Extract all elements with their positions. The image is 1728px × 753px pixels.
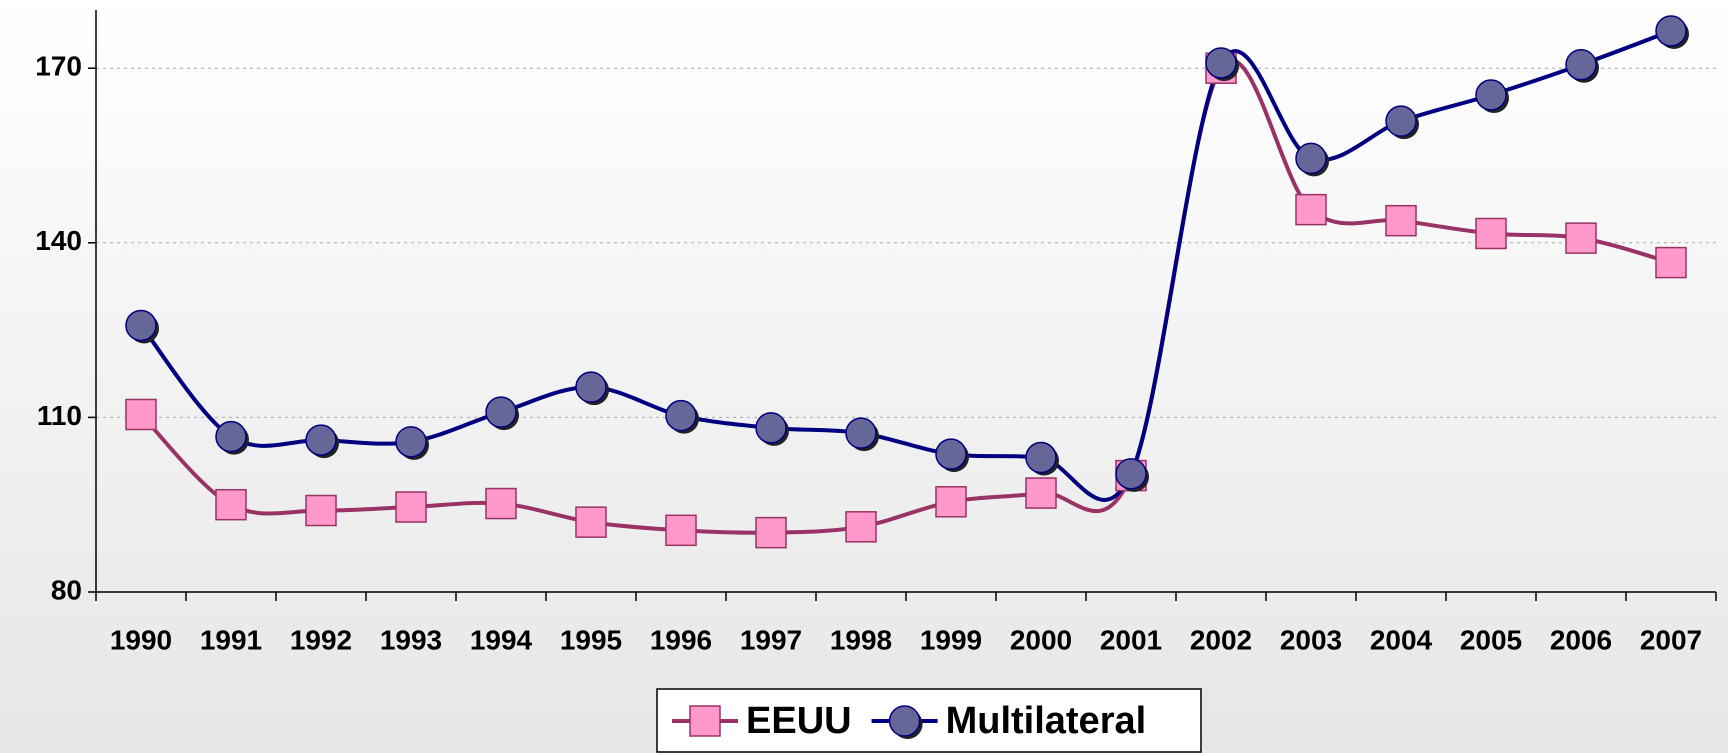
x-tick-label: 2000 [1010, 624, 1072, 655]
y-tick-label: 80 [51, 574, 82, 605]
data-point [665, 399, 697, 432]
data-point [305, 494, 337, 527]
series-line [139, 58, 1672, 535]
data-point [485, 396, 517, 428]
x-tick-label: 1998 [830, 624, 892, 655]
data-point [215, 488, 247, 521]
data-point [575, 506, 607, 538]
x-tick-label: 1997 [740, 624, 802, 655]
x-tick-label: 1994 [470, 624, 533, 655]
data-point [1565, 48, 1597, 81]
legend-label: Multilateral [946, 700, 1147, 742]
x-tick-label: 2004 [1370, 624, 1433, 655]
data-point [665, 514, 697, 547]
data-point [1295, 142, 1327, 175]
legend-marker [888, 705, 921, 737]
x-tick-label: 2006 [1550, 624, 1612, 655]
data-point [125, 309, 157, 342]
data-point [1385, 105, 1417, 137]
y-tick-label: 170 [35, 51, 82, 82]
data-point [1025, 477, 1057, 509]
data-point [845, 417, 877, 449]
data-point [395, 491, 427, 523]
data-point [1655, 246, 1687, 279]
x-tick-label: 2005 [1460, 624, 1522, 655]
x-tick-label: 1995 [560, 624, 622, 655]
x-tick-label: 1999 [920, 624, 982, 655]
data-point [1025, 441, 1057, 474]
data-point [575, 371, 607, 403]
x-tick-label: 2002 [1190, 624, 1252, 655]
data-point [1205, 47, 1237, 79]
data-point [395, 426, 427, 458]
y-tick-label: 110 [37, 400, 82, 431]
data-point [935, 486, 967, 518]
data-point [1655, 15, 1687, 47]
series-line [139, 29, 1672, 502]
x-tick-label: 1992 [290, 624, 352, 655]
data-point [125, 398, 157, 431]
x-tick-label: 1991 [200, 624, 262, 655]
data-point [215, 420, 247, 453]
data-point [935, 438, 967, 470]
x-tick-label: 1990 [110, 624, 172, 655]
data-point [845, 511, 877, 543]
data-point [1385, 204, 1417, 237]
data-point [305, 424, 337, 456]
y-tick-label: 140 [35, 225, 82, 256]
legend-label: EEUU [746, 700, 852, 742]
data-point [755, 412, 787, 444]
x-tick-label: 2007 [1640, 624, 1702, 655]
data-point [1475, 79, 1507, 111]
x-tick-label: 2003 [1280, 624, 1342, 655]
data-point [1115, 458, 1147, 490]
data-point [755, 516, 787, 549]
data-point [1565, 222, 1597, 254]
data-point [485, 487, 517, 520]
data-point [1295, 193, 1327, 226]
x-tick-label: 2001 [1100, 624, 1162, 655]
x-tick-label: 1996 [650, 624, 712, 655]
x-tick-label: 1993 [380, 624, 442, 655]
legend-marker [689, 705, 721, 737]
data-point [1475, 217, 1507, 250]
